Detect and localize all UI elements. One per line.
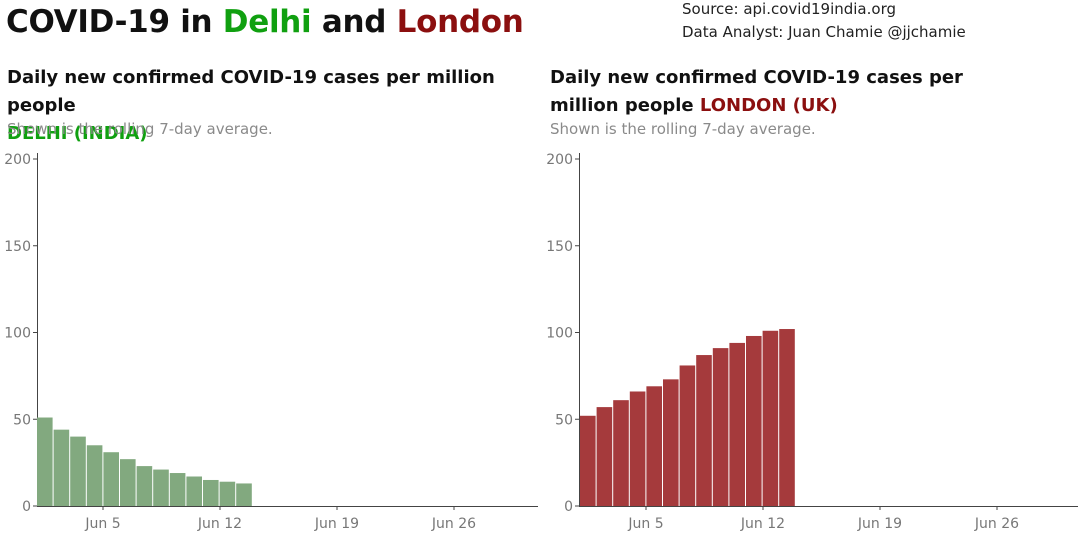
london-bar xyxy=(729,342,745,506)
delhi-bar xyxy=(169,473,186,506)
title-city-delhi: Delhi xyxy=(222,4,312,40)
delhi-bar xyxy=(186,476,202,506)
delhi-y-tick-label: 100 xyxy=(4,326,31,342)
london-x-tick-label: Jun 5 xyxy=(627,516,663,532)
london-region-label: LONDON (UK) xyxy=(699,95,838,116)
london-bar xyxy=(762,330,779,506)
delhi-bar xyxy=(136,466,153,506)
delhi-bar xyxy=(53,429,70,506)
london-x-tick-label: Jun 19 xyxy=(857,516,902,532)
delhi-bar xyxy=(203,479,219,506)
delhi-region-label: DELHI (INDIA) xyxy=(7,123,148,144)
london-y-tick-label: 50 xyxy=(555,412,573,428)
delhi-bar xyxy=(37,417,53,506)
delhi-bar xyxy=(219,481,236,506)
title-and: and xyxy=(311,4,397,40)
london-bar xyxy=(629,391,646,506)
london-chart-title: Daily new confirmed COVID-19 cases per m… xyxy=(550,64,1020,120)
delhi-bar xyxy=(70,436,86,506)
london-bar xyxy=(646,386,662,506)
london-x-tick-label: Jun 12 xyxy=(740,516,785,532)
delhi-x-tick-label: Jun 26 xyxy=(431,516,476,532)
title-city-london: London xyxy=(396,4,524,40)
delhi-bar xyxy=(120,459,136,506)
delhi-bar xyxy=(236,483,252,506)
delhi-y-tick-label: 0 xyxy=(22,499,31,515)
london-bar xyxy=(613,400,629,506)
delhi-x-tick-label: Jun 12 xyxy=(197,516,242,532)
delhi-y-tick-label: 200 xyxy=(4,152,31,168)
delhi-chart-subtitle: Shown is the rolling 7-day average. xyxy=(7,120,273,138)
delhi-chart-title-text: Daily new confirmed COVID-19 cases per m… xyxy=(7,67,495,116)
london-bar xyxy=(679,365,696,506)
london-chart-title-text: Daily new confirmed COVID-19 cases per m… xyxy=(550,67,963,116)
source-credit: Source: api.covid19india.org xyxy=(682,0,896,18)
delhi-chart-title: Daily new confirmed COVID-19 cases per m… xyxy=(7,64,547,148)
delhi-bar xyxy=(103,452,119,506)
delhi-x-tick-label: Jun 19 xyxy=(314,516,359,532)
delhi-bar xyxy=(153,469,169,506)
delhi-y-tick-label: 150 xyxy=(4,239,31,255)
london-bar xyxy=(712,348,729,506)
delhi-bar xyxy=(86,445,103,506)
london-chart-subtitle: Shown is the rolling 7-day average. xyxy=(550,120,816,138)
london-y-tick-label: 200 xyxy=(546,152,573,168)
analyst-credit: Data Analyst: Juan Chamie @jjchamie xyxy=(682,23,966,41)
london-y-tick-label: 100 xyxy=(546,326,573,342)
london-bar xyxy=(580,415,596,506)
london-bar xyxy=(663,379,679,506)
delhi-x-tick-label: Jun 5 xyxy=(84,516,120,532)
london-bar xyxy=(779,329,795,506)
page-title: COVID-19 in Delhi and London xyxy=(6,4,524,40)
london-bar xyxy=(596,407,613,506)
london-bar xyxy=(696,355,712,506)
london-x-tick-label: Jun 26 xyxy=(974,516,1019,532)
london-y-tick-label: 150 xyxy=(546,239,573,255)
london-bar xyxy=(746,335,762,506)
title-prefix: COVID-19 in xyxy=(6,4,223,40)
delhi-y-tick-label: 50 xyxy=(13,412,31,428)
london-y-tick-label: 0 xyxy=(564,499,573,515)
